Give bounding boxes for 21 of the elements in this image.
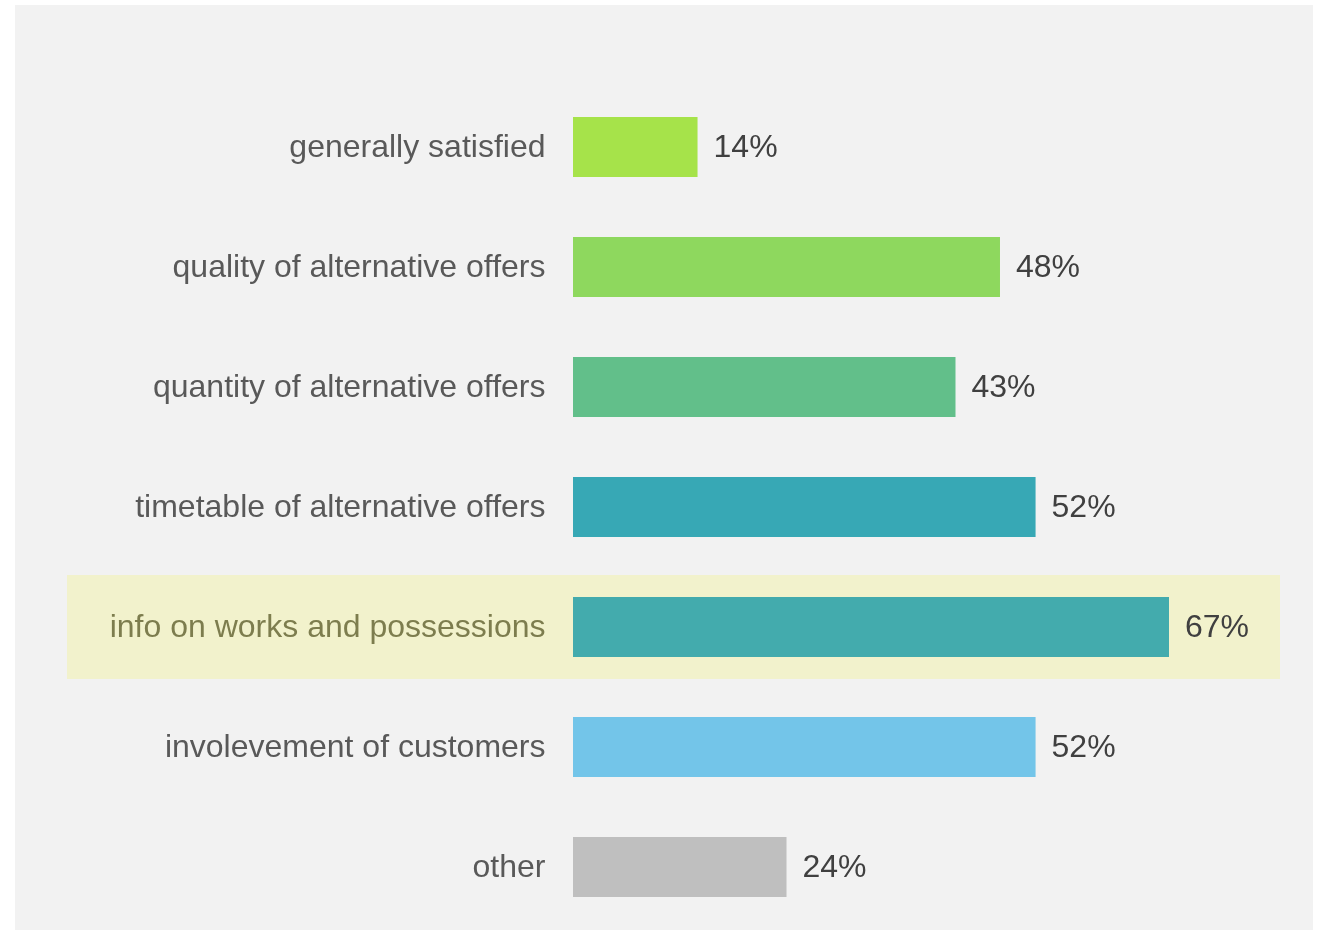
data-label: 14%: [713, 128, 778, 164]
y-tick-label: involevement of customers: [164, 728, 546, 764]
y-tick-label: timetable of alternative offers: [135, 488, 546, 524]
bar: [573, 357, 956, 417]
data-label: 43%: [971, 368, 1036, 404]
y-tick-label: generally satisfied: [289, 128, 546, 164]
bar: [573, 717, 1036, 777]
bar: [573, 237, 1000, 297]
y-tick-label: quality of alternative offers: [172, 248, 546, 284]
y-tick-label: other: [472, 848, 546, 884]
bar: [573, 477, 1036, 537]
y-tick-label: quantity of alternative offers: [152, 368, 546, 404]
bar: [573, 117, 698, 177]
data-label: 52%: [1051, 488, 1116, 524]
bar: [573, 837, 787, 897]
data-label: 48%: [1015, 248, 1081, 284]
y-tick-label: info on works and possessions: [109, 608, 546, 644]
bar: [573, 597, 1169, 657]
data-label: 67%: [1185, 608, 1250, 644]
data-label: 24%: [802, 848, 867, 884]
data-label: 52%: [1051, 728, 1116, 764]
